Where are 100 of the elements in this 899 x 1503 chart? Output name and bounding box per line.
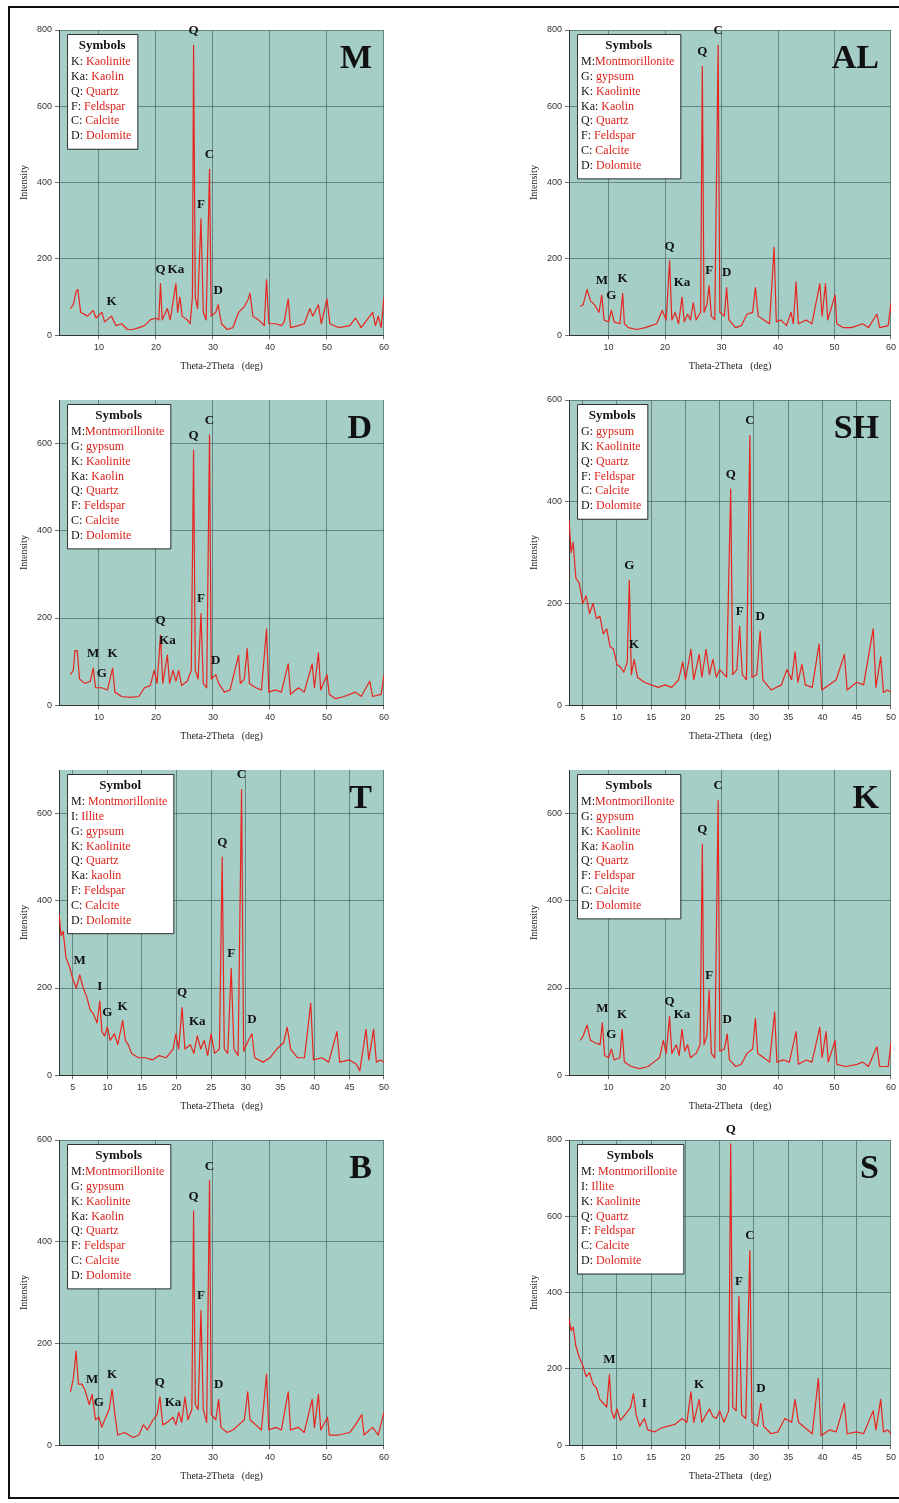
annotation: K [617, 270, 629, 286]
x-tick-label: 20 [150, 342, 161, 353]
annotation: K: Kaolinite [581, 83, 641, 98]
y-tick-label: 400 [546, 895, 563, 906]
annotation: D: Dolomite [581, 1252, 642, 1267]
annotation: Ka [188, 1012, 207, 1028]
annotation: D: Dolomite [71, 912, 132, 927]
annotation: M: Montmorillonite [581, 1164, 678, 1179]
chart-title: B [349, 1147, 372, 1185]
x-tick-label: 50 [885, 1452, 896, 1463]
annotation: Q: Quartz [581, 1208, 629, 1223]
annotation: M [73, 951, 86, 967]
annotation: Symbols [605, 776, 653, 792]
annotation: F: Feldspar [71, 98, 126, 113]
annotation: G: gypsum [71, 823, 125, 838]
annotation: F: Feldspar [71, 1238, 126, 1253]
annotation: C: Calcite [581, 483, 630, 498]
annotation: K [107, 645, 119, 660]
y-tick-label: 800 [546, 24, 563, 35]
y-axis-title: Intensity [17, 535, 29, 571]
annotation: I: Illite [71, 808, 105, 823]
y-tick-label: 200 [546, 1363, 563, 1374]
x-tick-label: 15 [646, 712, 657, 723]
x-tick-label: 60 [885, 342, 896, 353]
annotation: Ka: Kaolin [71, 468, 125, 483]
annotation: Ka: Kaolin [581, 838, 635, 853]
annotation: F [227, 945, 236, 961]
annotation: K: Kaolinite [581, 438, 641, 453]
annotation: C [204, 1157, 215, 1173]
chart-title: T [349, 777, 373, 815]
x-tick-label: 40 [773, 342, 784, 353]
y-tick-label: 400 [546, 177, 563, 188]
annotation: D: Dolomite [581, 498, 642, 513]
annotation: K: Kaolinite [71, 453, 131, 468]
y-tick-label: 200 [36, 982, 53, 993]
annotation: F [735, 603, 744, 619]
annotation: Symbols [95, 406, 143, 422]
x-tick-label: 45 [851, 712, 862, 723]
y-tick-label: 0 [47, 1439, 53, 1450]
y-tick-label: 0 [557, 329, 563, 340]
annotation: K [694, 1376, 706, 1392]
annotation: Symbol [99, 776, 142, 792]
x-tick-label: 40 [309, 1082, 320, 1093]
x-tick-label: 50 [885, 712, 896, 723]
y-tick-label: 400 [36, 1236, 53, 1247]
annotation: F [197, 195, 205, 211]
annotation: M:Montmorillonite [581, 794, 675, 809]
annotation: D [755, 608, 765, 624]
annotation: Ka: Kaolin [71, 68, 125, 83]
y-axis-title: Intensity [17, 1275, 29, 1311]
annotation: C [713, 22, 723, 38]
y-tick-label: 800 [36, 24, 53, 35]
chart-title: M [339, 37, 372, 75]
annotation: D: Dolomite [581, 897, 642, 912]
x-tick-label: 25 [714, 1452, 725, 1463]
x-tick-label: 30 [207, 1452, 218, 1463]
x-axis-title: Theta-2Theta (deg) [180, 359, 263, 372]
y-tick-label: 400 [36, 177, 53, 188]
x-axis-title: Theta-2Theta (deg) [180, 1099, 263, 1112]
x-tick-label: 5 [580, 712, 586, 723]
x-tick-label: 15 [136, 1082, 147, 1093]
annotation: M [596, 999, 609, 1015]
x-tick-label: 50 [829, 1082, 840, 1093]
x-tick-label: 20 [150, 712, 161, 723]
annotation: G: gypsum [71, 1178, 125, 1193]
annotation: C: Calcite [581, 882, 630, 897]
y-tick-label: 600 [546, 100, 563, 111]
annotation: Q [725, 465, 736, 481]
annotation: D [213, 1376, 224, 1392]
x-tick-label: 20 [660, 342, 671, 353]
annotation: F [705, 262, 714, 278]
annotation: D: Dolomite [581, 157, 642, 172]
x-tick-label: 10 [603, 1082, 614, 1093]
annotation: F [197, 1287, 205, 1303]
annotation: Q [188, 22, 199, 38]
x-axis-title: Theta-2Theta (deg) [688, 1469, 772, 1482]
x-tick-label: 50 [321, 712, 332, 723]
annotation: Ka: kaolin [71, 868, 122, 883]
y-tick-label: 200 [36, 253, 53, 264]
annotation: F: Feldspar [71, 498, 126, 513]
x-tick-label: 20 [680, 1452, 691, 1463]
x-axis-title: Theta-2Theta (deg) [180, 1469, 263, 1482]
annotation: K [117, 997, 129, 1013]
y-tick-label: 600 [36, 1134, 53, 1145]
annotation: F: Feldspar [581, 468, 636, 483]
x-tick-label: 10 [93, 342, 104, 353]
annotation: Q: Quartz [581, 453, 629, 468]
annotation: G [102, 1004, 113, 1020]
annotation: F: Feldspar [71, 882, 126, 897]
annotation: I: Illite [581, 1178, 615, 1193]
x-tick-label: 20 [680, 712, 691, 723]
annotation: Q [697, 43, 708, 59]
x-tick-label: 40 [264, 712, 275, 723]
y-tick-label: 0 [557, 1439, 563, 1450]
annotation: Q: Quartz [71, 83, 119, 98]
annotation: Q [155, 612, 166, 628]
y-tick-label: 400 [36, 895, 53, 906]
annotation: Q [154, 1373, 165, 1389]
y-tick-label: 600 [36, 808, 53, 819]
annotation: G [606, 1025, 617, 1041]
